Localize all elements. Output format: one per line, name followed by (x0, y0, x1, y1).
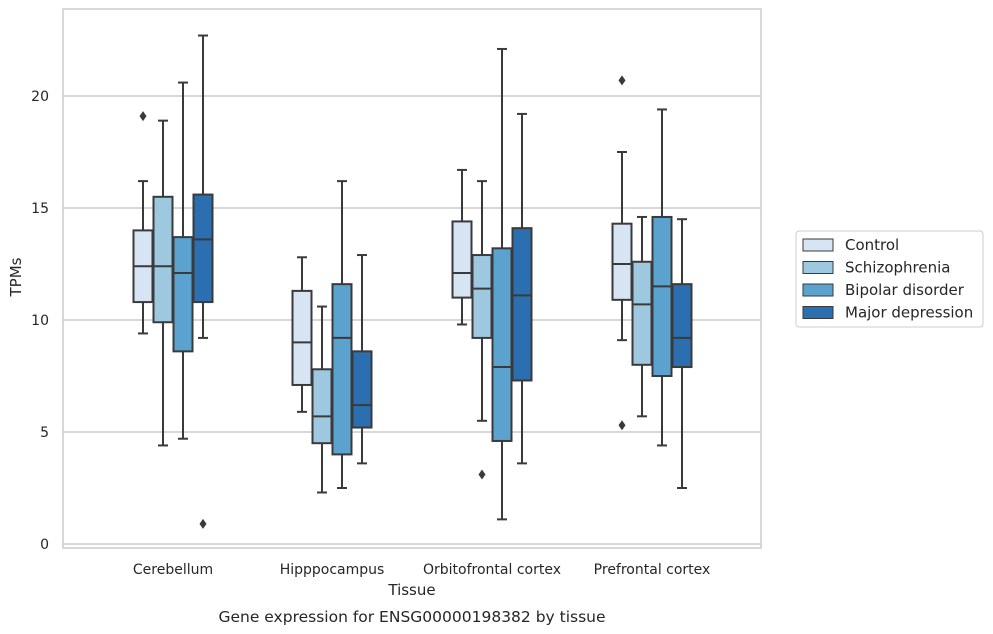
y-tick-label: 10 (31, 313, 49, 329)
legend-swatch (803, 262, 833, 274)
y-tick-label: 20 (31, 89, 49, 105)
box-group (194, 36, 213, 529)
box-group (134, 111, 153, 333)
box-group (493, 49, 512, 519)
legend: Control Schizophrenia Bipolar disorder Majo… (796, 231, 983, 327)
box (673, 284, 692, 367)
x-axis-tick-labels: Cerebellum Hipppocampus Orbitofrontal cort… (133, 562, 710, 578)
box (613, 224, 632, 300)
outlier-point (140, 111, 147, 121)
box-group (673, 219, 692, 488)
y-tick-label: 5 (40, 425, 49, 441)
x-tick-label: Prefrontal cortex (594, 562, 711, 578)
box-group (633, 217, 652, 416)
outlier-point (619, 75, 626, 85)
legend-label: Control (845, 236, 899, 254)
box-group (473, 181, 492, 479)
x-tick-label: Orbitofrontal cortex (423, 562, 561, 578)
box-group (154, 121, 173, 446)
box-group (293, 257, 312, 412)
legend-swatch (803, 307, 833, 319)
box-group (613, 75, 632, 430)
box (154, 197, 173, 322)
box (333, 284, 352, 454)
chart-caption: Gene expression for ENSG00000198382 by t… (218, 608, 605, 626)
legend-swatch (803, 284, 833, 296)
x-tick-label: Cerebellum (133, 562, 213, 578)
box-group (174, 83, 193, 439)
x-tick-label: Hipppocampus (280, 562, 385, 578)
box-group (333, 181, 352, 488)
box (313, 369, 332, 443)
box (453, 221, 472, 297)
box-group (313, 307, 332, 493)
outlier-point (619, 420, 626, 430)
box (194, 195, 213, 303)
box (513, 228, 532, 380)
outlier-point (200, 519, 207, 529)
boxes (134, 36, 692, 529)
legend-label: Bipolar disorder (845, 281, 965, 299)
y-tick-label: 0 (40, 537, 49, 553)
box (473, 255, 492, 338)
box-group (513, 114, 532, 463)
box-group (453, 170, 472, 325)
box (174, 237, 193, 351)
box (653, 217, 672, 376)
box-group (653, 109, 672, 445)
box (353, 351, 372, 427)
y-tick-label: 15 (31, 201, 49, 217)
box-plot-chart: 0 5 10 15 20 Cerebellum Hipppocampus Orbitofro… (0, 0, 993, 634)
legend-label: Schizophrenia (845, 259, 950, 277)
box (633, 262, 652, 365)
y-axis-tick-labels: 0 5 10 15 20 (31, 89, 49, 553)
legend-label: Major depression (845, 304, 973, 322)
y-axis-label: TPMs (7, 257, 25, 297)
x-axis-label: Tissue (387, 581, 435, 599)
legend-swatch (803, 239, 833, 251)
box (293, 291, 312, 385)
box (493, 248, 512, 441)
outlier-point (479, 470, 486, 480)
